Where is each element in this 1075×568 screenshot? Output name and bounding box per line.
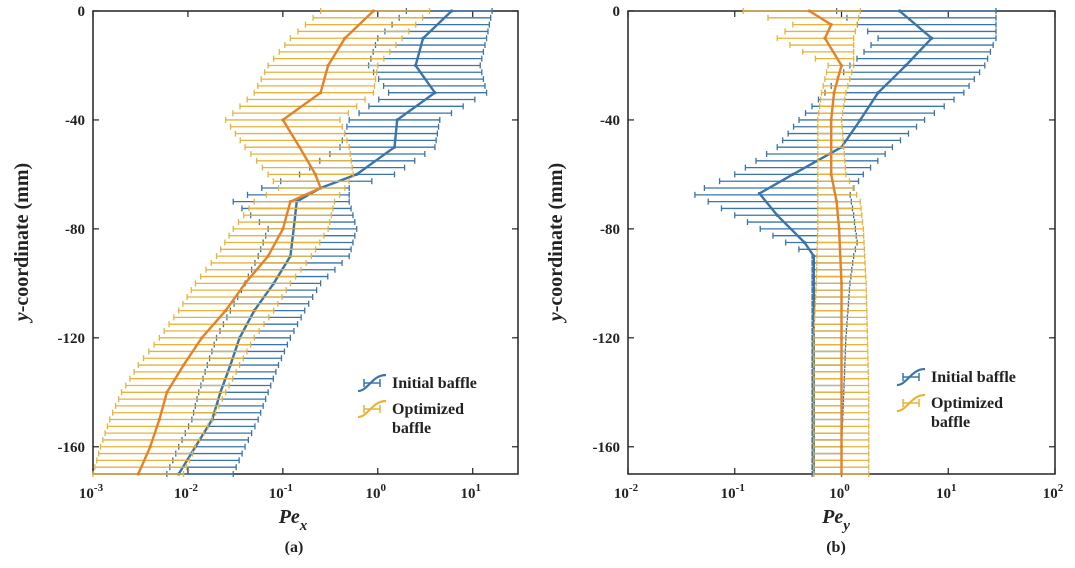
mean-point bbox=[812, 254, 816, 258]
panel-b-y-axis-label: y-coordinate (mm) bbox=[545, 163, 567, 323]
mean-point bbox=[319, 186, 323, 190]
mean-point bbox=[839, 445, 844, 449]
mean-point bbox=[421, 36, 425, 40]
mean-point bbox=[297, 145, 302, 149]
legend-label: Optimized baffle bbox=[392, 401, 464, 437]
mean-point bbox=[281, 118, 285, 122]
mean-point bbox=[839, 390, 844, 394]
mean-point bbox=[243, 281, 247, 285]
x-tick-label: 10-3 bbox=[79, 482, 104, 502]
mean-point bbox=[835, 200, 839, 204]
mean-point bbox=[775, 213, 779, 217]
mean-point bbox=[313, 172, 317, 177]
mean-point bbox=[876, 91, 880, 95]
y-tick-label: -80 bbox=[65, 222, 85, 238]
mean-point bbox=[288, 200, 292, 204]
panel-b-marks: 0 -40 -80 -120 -160 10-2 10-1 100 101 102 bbox=[593, 4, 1064, 502]
x-tick-label: 101 bbox=[936, 482, 957, 502]
mean-point bbox=[157, 417, 161, 422]
mean-point bbox=[839, 472, 844, 476]
panel-a-y-axis-label: y-coordinate (mm) bbox=[11, 163, 33, 323]
panel-b-legend: Initial baffle Optimized baffle bbox=[896, 367, 1016, 431]
x-tick-label: 101 bbox=[460, 482, 481, 502]
mean-point bbox=[355, 172, 359, 177]
panel-a-x-axis-label: Pex bbox=[278, 506, 308, 534]
y-tick-label: -80 bbox=[600, 222, 620, 238]
x-tick-label: 10-1 bbox=[721, 482, 745, 502]
mean-point bbox=[904, 63, 908, 68]
mean-point bbox=[326, 63, 330, 68]
mean-point bbox=[829, 172, 833, 177]
panel-b-caption: (b) bbox=[826, 539, 846, 556]
y-tick-label: -120 bbox=[593, 331, 621, 347]
mean-point bbox=[823, 36, 827, 40]
series-optimized-mean-line bbox=[808, 9, 843, 474]
mean-point bbox=[450, 9, 454, 13]
y-tick-label: 0 bbox=[613, 4, 621, 20]
mean-point bbox=[433, 91, 437, 95]
mean-point bbox=[371, 9, 376, 13]
x-tick-label: 10-2 bbox=[174, 482, 199, 502]
mean-point bbox=[839, 281, 844, 285]
mean-point bbox=[757, 191, 761, 196]
mean-point bbox=[148, 445, 152, 449]
mean-point bbox=[319, 91, 323, 95]
mean-point bbox=[839, 336, 844, 340]
panel-a-caption: (a) bbox=[285, 539, 304, 556]
panel-b-chart: 0 -40 -80 -120 -160 10-2 10-1 100 101 102 Initial… bbox=[545, 4, 1064, 556]
mean-point bbox=[413, 63, 418, 68]
x-tick-label: 100 bbox=[366, 482, 387, 502]
mean-point bbox=[791, 172, 795, 177]
mean-point bbox=[165, 390, 169, 394]
mean-point bbox=[266, 254, 270, 258]
y-tick-label: -120 bbox=[58, 331, 86, 347]
panel-a-legend: Initial baffle Optimized baffle bbox=[357, 373, 477, 437]
mean-point bbox=[136, 472, 140, 476]
legend-label: Initial baffle bbox=[931, 369, 1016, 386]
y-tick-label: -160 bbox=[593, 440, 621, 456]
y-tick-label: 0 bbox=[78, 4, 86, 20]
y-tick-label: -160 bbox=[58, 440, 86, 456]
mean-point bbox=[829, 118, 833, 122]
mean-point bbox=[395, 118, 399, 122]
mean-point bbox=[897, 9, 902, 13]
mean-point bbox=[837, 227, 841, 231]
y-tick-label: -40 bbox=[65, 113, 85, 129]
mean-point bbox=[343, 36, 347, 40]
mean-point bbox=[392, 145, 397, 149]
mean-point bbox=[930, 36, 934, 40]
panel-a-plot-frame bbox=[92, 10, 519, 475]
mean-point bbox=[802, 240, 807, 245]
mean-point bbox=[200, 336, 204, 340]
panel-b-x-axis-label: Pey bbox=[821, 506, 850, 534]
legend-label: Initial baffle bbox=[392, 375, 477, 392]
panel-a-marks: 0 -40 -80 -120 -160 10-3 10-2 10-1 100 101 bbox=[58, 4, 518, 502]
mean-point bbox=[829, 23, 833, 27]
x-tick-label: 10-2 bbox=[614, 482, 639, 502]
mean-point bbox=[281, 227, 285, 231]
x-tick-label: 100 bbox=[829, 482, 850, 502]
legend-label: Optimized baffle bbox=[931, 395, 1003, 431]
x-tick-label: 102 bbox=[1043, 482, 1064, 502]
y-tick-label: -40 bbox=[600, 113, 620, 129]
mean-point bbox=[812, 281, 816, 285]
panel-a-chart: 0 -40 -80 -120 -160 10-3 10-2 10-1 100 101 Initia… bbox=[11, 4, 519, 556]
mean-point bbox=[858, 118, 862, 122]
mean-point bbox=[807, 9, 811, 13]
mean-point bbox=[832, 91, 836, 95]
x-tick-label: 10-1 bbox=[269, 482, 293, 502]
mean-point bbox=[839, 63, 844, 68]
mean-point bbox=[224, 308, 228, 313]
mean-point bbox=[181, 363, 186, 367]
